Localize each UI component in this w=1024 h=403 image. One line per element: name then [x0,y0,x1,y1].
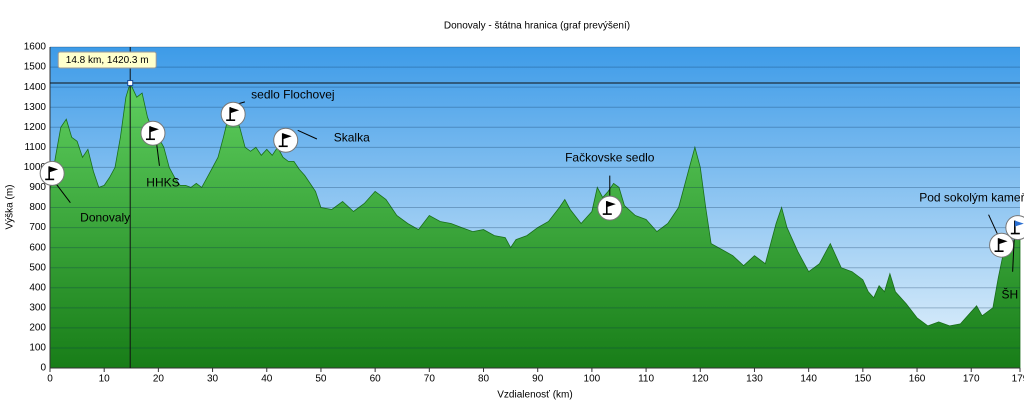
waypoint-arrow [297,129,318,140]
waypoint-label: Donovaly [80,211,130,225]
x-tick-label: 160 [909,374,926,385]
y-tick-label: 800 [29,202,46,213]
chart-title: Donovaly - štátna hranica (graf prevýšen… [444,21,630,32]
flag [998,238,1008,245]
elevation-area [49,81,1021,369]
flag [282,133,292,140]
waypoint: Skalka [273,127,370,153]
x-tick-label: 170 [963,374,980,385]
x-tick-label: 40 [261,374,273,385]
waypoint: HHKS [140,120,180,189]
waypoint-arrow [55,183,71,203]
y-tick-label: 0 [40,363,46,374]
waypoint-label: Fačkovske sedlo [565,150,655,164]
y-tick-label: 700 [29,222,46,233]
waypoint-icon [39,160,65,186]
y-tick-label: 600 [29,242,46,253]
x-tick-label: 130 [746,374,763,385]
tooltip-text: 14.8 km, 1420.3 m [66,55,149,66]
x-tick-label: 70 [424,374,436,385]
flag [230,107,240,114]
x-tick-label: 179 [1012,374,1024,385]
waypoint: Pod sokolým kameňom [919,190,1024,258]
waypoint-label: HHKS [146,175,179,189]
x-tick-label: 120 [692,374,709,385]
x-tick-label: 110 [638,374,654,385]
x-tick-label: 140 [800,374,817,385]
flag [149,126,159,133]
x-tick-label: 150 [855,374,872,385]
waypoint-arrow [156,143,160,166]
x-tick-label: 80 [478,374,490,385]
x-tick-label: 60 [370,374,382,385]
waypoint-label: sedlo Flochovej [251,87,334,101]
y-tick-label: 300 [29,302,46,313]
waypoint-icon [140,120,166,146]
y-tick-label: 100 [29,343,46,354]
waypoint: sedlo Flochovej [220,87,335,127]
waypoint-icon [273,127,299,153]
waypoint: ŠH [1001,215,1024,302]
x-tick-label: 10 [99,374,111,385]
waypoint-label: Skalka [334,130,370,144]
waypoint-icon [597,195,623,221]
waypoint-arrow [988,214,999,236]
waypoint-icon [220,101,246,127]
y-tick-label: 1100 [24,142,46,153]
x-tick-label: 30 [207,374,219,385]
flag [49,166,59,173]
waypoint: Fačkovske sedlo [565,150,655,221]
waypoint-label: Pod sokolým kameňom [919,190,1024,204]
flag [606,201,616,208]
y-tick-label: 900 [29,182,46,193]
y-axis-label: Výška (m) [5,185,16,230]
y-tick-label: 1300 [24,102,47,113]
y-tick-label: 500 [29,262,46,273]
waypoint-label: ŠH [1001,287,1018,302]
y-tick-label: 1400 [24,82,47,93]
y-tick-label: 400 [29,282,46,293]
x-tick-label: 50 [315,374,327,385]
flag [1014,220,1024,227]
waypoint-arrow [1012,237,1015,272]
y-tick-label: 1600 [24,42,47,53]
x-tick-label: 0 [47,374,53,385]
y-tick-label: 200 [29,323,46,334]
x-tick-label: 90 [532,374,544,385]
y-tick-label: 1200 [24,122,47,133]
tooltip-box [57,51,157,69]
y-tick-label: 1000 [24,162,47,173]
x-tick-label: 20 [153,374,165,385]
cursor-point [127,80,134,87]
y-tick-label: 1500 [24,62,47,73]
waypoint: Donovaly [39,160,130,225]
x-axis-label: Vzdialenosť (km) [497,390,572,401]
x-tick-label: 100 [584,374,601,385]
